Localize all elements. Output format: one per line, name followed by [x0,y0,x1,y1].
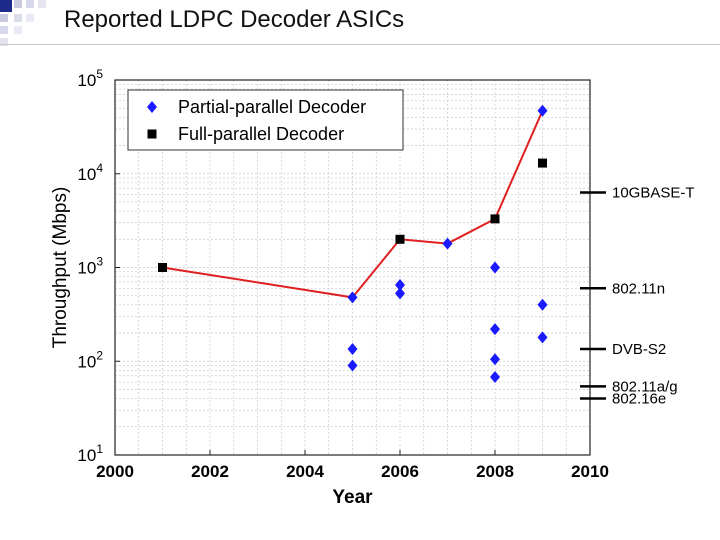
y-tick-label: 105 [77,67,103,90]
partial-parallel-point [395,279,405,292]
standard-label: 10GBASE-T [612,185,695,202]
partial-parallel-point [490,323,500,336]
y-tick-label: 102 [77,348,103,371]
x-axis-label: Year [332,487,373,508]
partial-parallel-point [442,237,453,250]
legend-label: Full-parallel Decoder [178,124,344,144]
partial-parallel-point [490,353,500,366]
partial-parallel-point [347,359,358,372]
partial-parallel-point [537,104,548,117]
y-tick-label: 101 [77,442,103,465]
checker-logo-icon [0,0,46,46]
x-tick-label: 2004 [286,462,324,481]
legend-partial-marker [147,101,157,113]
slide-title: Reported LDPC Decoder ASICs [64,6,405,33]
title-divider [0,44,720,45]
partial-parallel-point [347,343,358,356]
partial-parallel-point [490,261,500,274]
standard-label: 802.11n [612,280,665,297]
x-tick-label: 2000 [96,462,134,481]
legend-box [127,89,404,151]
full-parallel-point [158,263,167,272]
standard-label: DVB-S2 [612,341,666,358]
full-parallel-point [538,158,547,168]
standard-label: 802.11a/g [612,378,678,395]
y-axis-label: Throughput (Mbps) [50,187,71,349]
legend-full-marker [147,129,157,139]
partial-parallel-point [395,287,405,300]
partial-parallel-point [490,370,500,383]
slide-logo [0,0,60,50]
x-tick-label: 2002 [191,462,229,481]
standard-label: 802.16e [612,391,666,408]
partial-parallel-point [347,291,358,304]
partial-parallel-point [537,298,548,311]
x-tick-label: 2010 [571,462,609,481]
y-tick-label: 103 [77,255,103,278]
full-parallel-point [395,234,405,244]
trend-line [162,110,544,299]
partial-parallel-point [537,331,548,344]
x-tick-label: 2006 [381,462,419,481]
y-tick-label: 104 [77,161,103,184]
x-tick-label: 2008 [476,462,514,481]
full-parallel-point [490,214,500,224]
legend-label: Partial-parallel Decoder [178,97,366,117]
